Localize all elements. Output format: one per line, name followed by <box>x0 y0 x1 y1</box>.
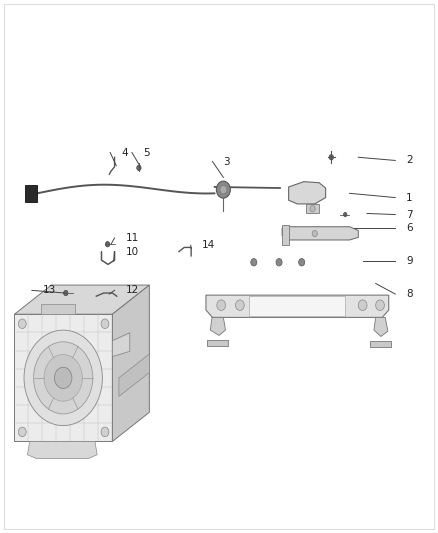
Polygon shape <box>113 285 149 441</box>
Circle shape <box>44 354 82 401</box>
Circle shape <box>64 290 68 296</box>
Circle shape <box>54 367 72 389</box>
Polygon shape <box>25 185 37 202</box>
Circle shape <box>251 259 257 266</box>
Polygon shape <box>282 227 358 240</box>
Circle shape <box>343 213 347 216</box>
Text: 14: 14 <box>201 240 215 251</box>
Circle shape <box>18 427 26 437</box>
Circle shape <box>220 185 227 194</box>
Polygon shape <box>206 295 389 317</box>
Text: 8: 8 <box>406 289 413 299</box>
Circle shape <box>34 342 93 414</box>
Circle shape <box>329 155 333 160</box>
Text: 7: 7 <box>406 209 413 220</box>
Circle shape <box>101 427 109 437</box>
Polygon shape <box>371 341 391 347</box>
Circle shape <box>310 206 315 212</box>
Text: 13: 13 <box>43 285 56 295</box>
Circle shape <box>299 259 305 266</box>
Circle shape <box>101 319 109 328</box>
Circle shape <box>276 259 282 266</box>
Circle shape <box>137 165 141 171</box>
Polygon shape <box>41 304 75 314</box>
Polygon shape <box>14 314 113 441</box>
Text: 9: 9 <box>406 256 413 266</box>
Text: 12: 12 <box>125 285 139 295</box>
Polygon shape <box>282 225 289 245</box>
Circle shape <box>312 230 318 237</box>
Text: 11: 11 <box>125 233 139 243</box>
Text: 4: 4 <box>121 148 128 158</box>
Polygon shape <box>210 317 226 335</box>
Text: 10: 10 <box>125 247 138 257</box>
Circle shape <box>217 300 226 311</box>
Polygon shape <box>207 340 228 346</box>
Circle shape <box>18 319 26 328</box>
Circle shape <box>24 330 102 425</box>
Polygon shape <box>119 354 149 397</box>
Circle shape <box>376 300 385 311</box>
Text: 3: 3 <box>223 157 230 166</box>
Circle shape <box>236 300 244 311</box>
Text: 1: 1 <box>406 192 413 203</box>
Circle shape <box>358 300 367 311</box>
Polygon shape <box>14 285 149 314</box>
Polygon shape <box>374 317 388 336</box>
Polygon shape <box>113 333 130 357</box>
Polygon shape <box>306 204 319 214</box>
Text: 6: 6 <box>406 223 413 233</box>
Text: 5: 5 <box>143 148 149 158</box>
Polygon shape <box>250 296 345 316</box>
Circle shape <box>216 181 230 198</box>
Polygon shape <box>28 441 97 458</box>
Polygon shape <box>289 182 325 204</box>
Text: 2: 2 <box>406 156 413 165</box>
Circle shape <box>106 241 110 247</box>
